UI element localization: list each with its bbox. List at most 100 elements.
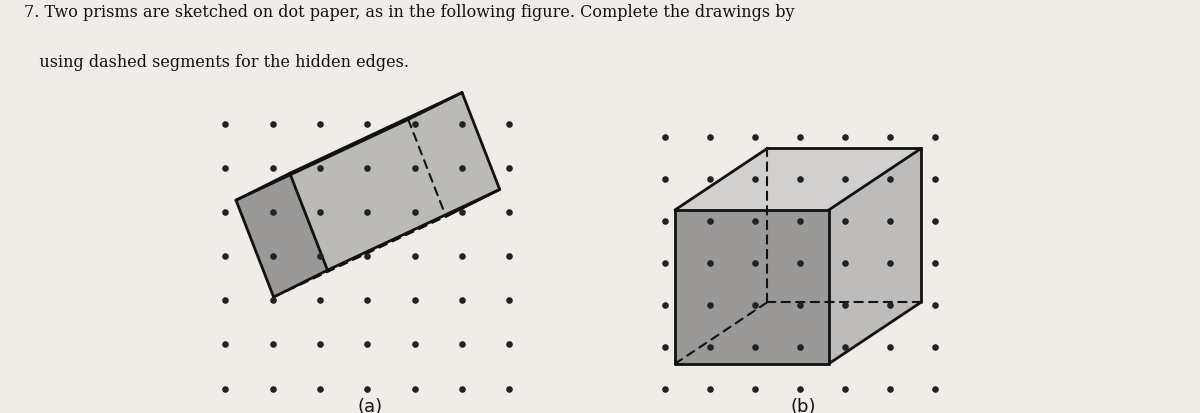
Point bbox=[701, 302, 720, 309]
Point bbox=[701, 135, 720, 141]
Point bbox=[745, 386, 764, 393]
Text: (a): (a) bbox=[358, 396, 383, 413]
Point bbox=[655, 135, 674, 141]
Point bbox=[263, 253, 282, 260]
Polygon shape bbox=[290, 93, 499, 271]
Point bbox=[311, 297, 330, 304]
Point bbox=[745, 135, 764, 141]
Point bbox=[263, 209, 282, 216]
Point bbox=[452, 209, 472, 216]
Point bbox=[406, 385, 425, 392]
Point bbox=[926, 218, 946, 225]
Point bbox=[655, 302, 674, 309]
Polygon shape bbox=[676, 211, 829, 364]
Point bbox=[655, 344, 674, 351]
Point bbox=[358, 341, 377, 348]
Polygon shape bbox=[676, 149, 922, 211]
Point bbox=[216, 341, 235, 348]
Text: 7. Two prisms are sketched on dot paper, as in the following figure. Complete th: 7. Two prisms are sketched on dot paper,… bbox=[24, 4, 794, 21]
Point bbox=[791, 260, 810, 267]
Point bbox=[263, 297, 282, 304]
Point bbox=[500, 341, 520, 348]
Point bbox=[791, 302, 810, 309]
Point bbox=[452, 385, 472, 392]
Point bbox=[500, 385, 520, 392]
Point bbox=[263, 341, 282, 348]
Point bbox=[745, 218, 764, 225]
Point bbox=[701, 386, 720, 393]
Point bbox=[835, 344, 854, 351]
Point bbox=[216, 253, 235, 260]
Point bbox=[500, 297, 520, 304]
Point bbox=[926, 386, 946, 393]
Point bbox=[263, 385, 282, 392]
Point bbox=[791, 176, 810, 183]
Point bbox=[926, 344, 946, 351]
Point bbox=[358, 121, 377, 128]
Point bbox=[926, 260, 946, 267]
Point bbox=[881, 302, 900, 309]
Point bbox=[358, 209, 377, 216]
Point bbox=[263, 165, 282, 172]
Point bbox=[358, 297, 377, 304]
Point bbox=[358, 165, 377, 172]
Point bbox=[835, 386, 854, 393]
Point bbox=[881, 176, 900, 183]
Text: (b): (b) bbox=[791, 397, 816, 413]
Point bbox=[881, 386, 900, 393]
Point bbox=[216, 121, 235, 128]
Point bbox=[745, 176, 764, 183]
Point bbox=[406, 253, 425, 260]
Point bbox=[701, 218, 720, 225]
Point bbox=[655, 386, 674, 393]
Point bbox=[926, 176, 946, 183]
Point bbox=[452, 341, 472, 348]
Point bbox=[791, 218, 810, 225]
Point bbox=[701, 344, 720, 351]
Point bbox=[835, 135, 854, 141]
Point bbox=[452, 297, 472, 304]
Point bbox=[216, 385, 235, 392]
Point bbox=[791, 135, 810, 141]
Point bbox=[835, 218, 854, 225]
Point bbox=[358, 385, 377, 392]
Point bbox=[311, 209, 330, 216]
Point bbox=[358, 253, 377, 260]
Polygon shape bbox=[236, 174, 328, 297]
Point bbox=[406, 121, 425, 128]
Point bbox=[406, 165, 425, 172]
Point bbox=[311, 165, 330, 172]
Point bbox=[926, 302, 946, 309]
Point bbox=[500, 209, 520, 216]
Point bbox=[452, 165, 472, 172]
Point bbox=[926, 135, 946, 141]
Point bbox=[881, 344, 900, 351]
Point bbox=[311, 253, 330, 260]
Point bbox=[835, 302, 854, 309]
Point bbox=[881, 260, 900, 267]
Point bbox=[655, 260, 674, 267]
Point bbox=[701, 176, 720, 183]
Point bbox=[263, 121, 282, 128]
Point bbox=[835, 176, 854, 183]
Point bbox=[406, 297, 425, 304]
Point bbox=[311, 341, 330, 348]
Point bbox=[406, 209, 425, 216]
Point bbox=[745, 302, 764, 309]
Point bbox=[500, 121, 520, 128]
Point bbox=[745, 260, 764, 267]
Point bbox=[216, 297, 235, 304]
Point bbox=[745, 344, 764, 351]
Point bbox=[791, 344, 810, 351]
Point bbox=[216, 165, 235, 172]
Polygon shape bbox=[236, 93, 462, 201]
Point bbox=[701, 260, 720, 267]
Point bbox=[881, 218, 900, 225]
Point bbox=[835, 260, 854, 267]
Point bbox=[500, 165, 520, 172]
Polygon shape bbox=[829, 149, 922, 364]
Point bbox=[311, 121, 330, 128]
Point bbox=[406, 341, 425, 348]
Point bbox=[500, 253, 520, 260]
Point bbox=[881, 135, 900, 141]
